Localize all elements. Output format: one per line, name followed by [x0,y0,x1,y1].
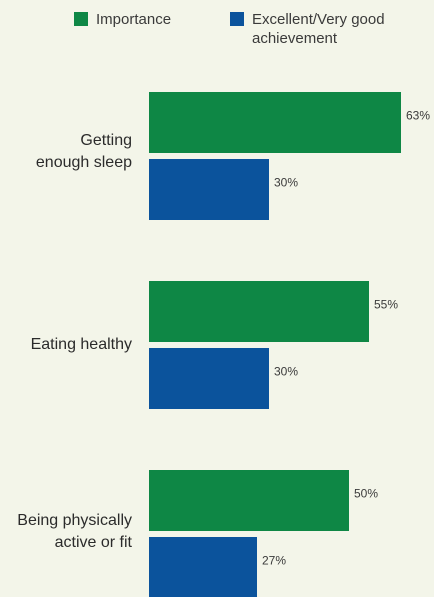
legend-label-achievement: Excellent/Very good achievement [252,10,385,48]
category-label-active: Being physically active or fit [0,510,132,554]
bar-achievement-active [149,537,257,597]
category-label-eating-line1: Eating healthy [30,336,132,353]
legend-item-achievement: Excellent/Very good achievement [230,10,385,48]
category-label-sleep-line1: Getting [80,132,132,149]
value-label-importance-eating: 55% [374,298,398,312]
value-label-importance-active: 50% [354,487,378,501]
category-label-sleep-line2: enough sleep [35,154,132,171]
bar-achievement-eating [149,348,269,409]
value-label-achievement-active: 27% [262,554,286,568]
category-label-active-line1: Being physically [17,512,132,529]
category-label-active-line2: active or fit [54,534,132,551]
bar-achievement-sleep [149,159,269,220]
legend-label-importance: Importance [96,11,172,28]
bar-importance-sleep [149,92,401,153]
bar-importance-eating [149,281,369,342]
category-label-eating: Eating healthy [0,334,132,356]
value-label-importance-sleep: 63% [406,109,430,123]
legend-swatch-importance [74,12,88,26]
legend-item-importance: Importance [74,10,171,29]
value-label-achievement-eating: 30% [274,365,298,379]
value-label-achievement-sleep: 30% [274,176,298,190]
legend-label-achievement-line2: achievement [252,30,338,47]
category-label-sleep: Getting enough sleep [0,130,132,174]
legend-label-achievement-line1: Excellent/Very good [252,11,385,28]
legend-swatch-achievement [230,12,244,26]
bar-importance-active [149,470,349,531]
